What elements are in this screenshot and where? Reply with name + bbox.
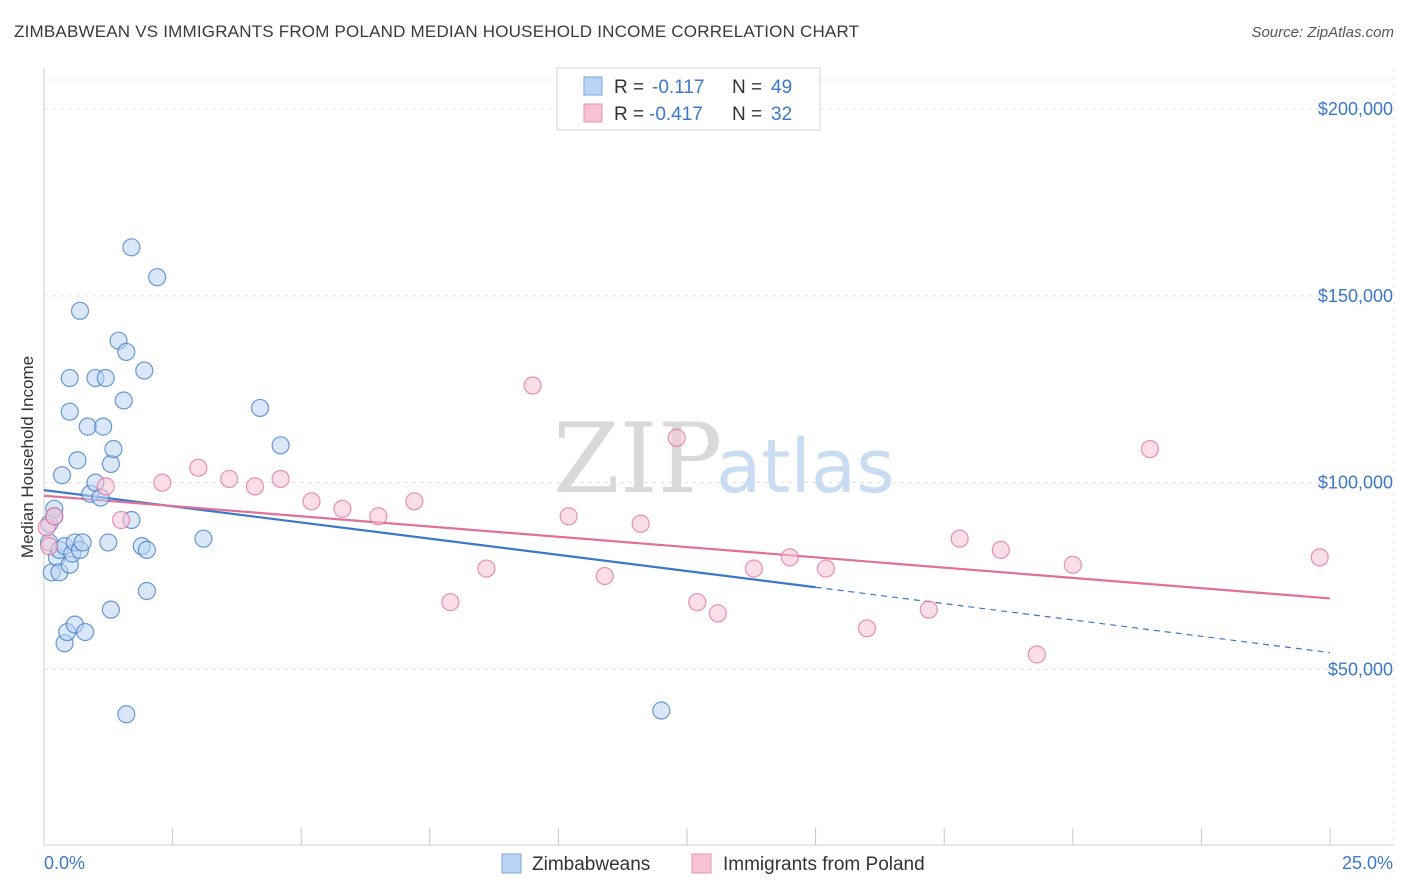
point-poland-2 xyxy=(45,507,64,526)
legend-r-value-2: -0.417 xyxy=(649,104,703,125)
y-tick-label-1: $100,000 xyxy=(1318,473,1393,493)
legend-r-label-1: R = xyxy=(614,77,644,98)
source-label: Source: ZipAtlas.com xyxy=(1251,24,1394,41)
legend-n-label-2: N = xyxy=(732,104,762,125)
series-legend-label-poland: Immigrants from Poland xyxy=(723,854,925,875)
point-poland-25 xyxy=(816,559,835,578)
legend-n-value-2: 32 xyxy=(771,104,792,125)
point-zimbabweans-44 xyxy=(148,268,167,287)
point-poland-7 xyxy=(220,469,239,489)
y-tick-label-0: $50,000 xyxy=(1328,659,1393,679)
watermark: ZIP atlas xyxy=(553,403,895,515)
point-poland-30 xyxy=(1027,645,1046,664)
point-zimbabweans-8 xyxy=(52,466,72,485)
point-zimbabweans-13 xyxy=(60,402,79,421)
point-zimbabweans-36 xyxy=(117,705,136,724)
point-poland-18 xyxy=(595,566,614,586)
point-poland-3 xyxy=(96,477,115,496)
point-zimbabweans-28 xyxy=(94,417,113,436)
trend-lines xyxy=(43,489,1331,654)
point-poland-1 xyxy=(40,537,59,556)
axes xyxy=(43,68,1394,846)
point-zimbabweans-23 xyxy=(78,417,97,436)
series-legend: Zimbabweans Immigrants from Poland xyxy=(501,853,925,875)
point-zimbabweans-21 xyxy=(73,533,92,552)
point-zimbabweans-29 xyxy=(96,368,115,388)
point-poland-26 xyxy=(857,619,877,638)
point-poland-8 xyxy=(245,477,265,496)
point-poland-11 xyxy=(333,499,352,518)
legend-swatch-blue xyxy=(583,76,603,96)
point-zimbabweans-43 xyxy=(137,540,156,559)
data-points xyxy=(37,238,1329,724)
watermark-zip: ZIP xyxy=(553,403,722,515)
chart-title: ZIMBABWEAN VS IMMIGRANTS FROM POLAND MED… xyxy=(14,22,860,41)
point-poland-5 xyxy=(153,473,172,492)
y-tick-label-3: $200,000 xyxy=(1318,99,1393,119)
point-poland-33 xyxy=(1310,548,1329,567)
series-legend-swatch-poland xyxy=(691,853,712,874)
point-poland-29 xyxy=(991,540,1010,559)
point-poland-4 xyxy=(112,510,131,530)
point-zimbabweans-22 xyxy=(76,622,95,642)
point-poland-23 xyxy=(744,559,763,578)
point-zimbabweans-46 xyxy=(250,398,270,418)
y-tick-label-2: $150,000 xyxy=(1318,286,1393,306)
legend-n-value-1: 49 xyxy=(771,77,792,98)
series-legend-swatch-zimbabweans xyxy=(501,853,522,874)
point-poland-15 xyxy=(477,559,496,578)
legend-r-value-1: -0.117 xyxy=(652,77,704,98)
point-poland-10 xyxy=(302,492,321,511)
point-poland-28 xyxy=(950,529,969,548)
point-zimbabweans-33 xyxy=(104,439,123,459)
point-zimbabweans-12 xyxy=(60,368,79,388)
point-poland-27 xyxy=(919,600,938,619)
point-zimbabweans-47 xyxy=(271,436,290,455)
point-poland-9 xyxy=(271,469,290,489)
point-poland-12 xyxy=(369,507,388,526)
trend-line-extension-0 xyxy=(815,586,1331,654)
point-poland-17 xyxy=(559,507,578,526)
series-legend-label-zimbabweans: Zimbabweans xyxy=(532,854,650,875)
point-poland-6 xyxy=(189,458,208,477)
legend-r-label-2: R = xyxy=(614,104,644,125)
y-tick-labels: $50,000 $100,000 $150,000 $200,000 xyxy=(1318,99,1393,679)
point-poland-14 xyxy=(441,593,460,612)
point-zimbabweans-41 xyxy=(135,361,154,380)
point-zimbabweans-35 xyxy=(114,391,133,410)
point-zimbabweans-37 xyxy=(117,342,136,362)
point-zimbabweans-31 xyxy=(101,600,120,619)
correlation-legend: R = -0.117 N = 49 R = -0.417 N = 32 xyxy=(556,67,821,131)
point-zimbabweans-42 xyxy=(137,581,156,601)
point-zimbabweans-38 xyxy=(122,238,141,257)
watermark-atlas: atlas xyxy=(716,424,895,510)
point-poland-19 xyxy=(631,514,650,533)
point-poland-31 xyxy=(1063,555,1082,574)
point-zimbabweans-48 xyxy=(652,701,671,720)
point-zimbabweans-18 xyxy=(68,451,87,470)
trend-line-1 xyxy=(43,494,1331,600)
point-poland-21 xyxy=(688,593,707,612)
legend-swatch-pink xyxy=(583,103,603,123)
point-poland-22 xyxy=(708,604,727,623)
point-zimbabweans-19 xyxy=(70,301,90,320)
point-poland-32 xyxy=(1140,439,1160,459)
point-poland-24 xyxy=(780,548,799,567)
point-zimbabweans-32 xyxy=(101,454,120,474)
legend-n-label-1: N = xyxy=(732,77,762,98)
x-tick-label-1: 25.0% xyxy=(1342,853,1393,873)
point-poland-13 xyxy=(405,492,424,511)
point-poland-16 xyxy=(523,376,542,395)
y-axis-label: Median Household Income xyxy=(18,356,37,558)
x-tick-label-0: 0.0% xyxy=(44,853,85,873)
x-tick-labels: 0.0% 25.0% xyxy=(44,853,1393,873)
point-zimbabweans-45 xyxy=(194,529,213,548)
point-poland-20 xyxy=(667,428,686,447)
point-zimbabweans-30 xyxy=(99,533,118,552)
